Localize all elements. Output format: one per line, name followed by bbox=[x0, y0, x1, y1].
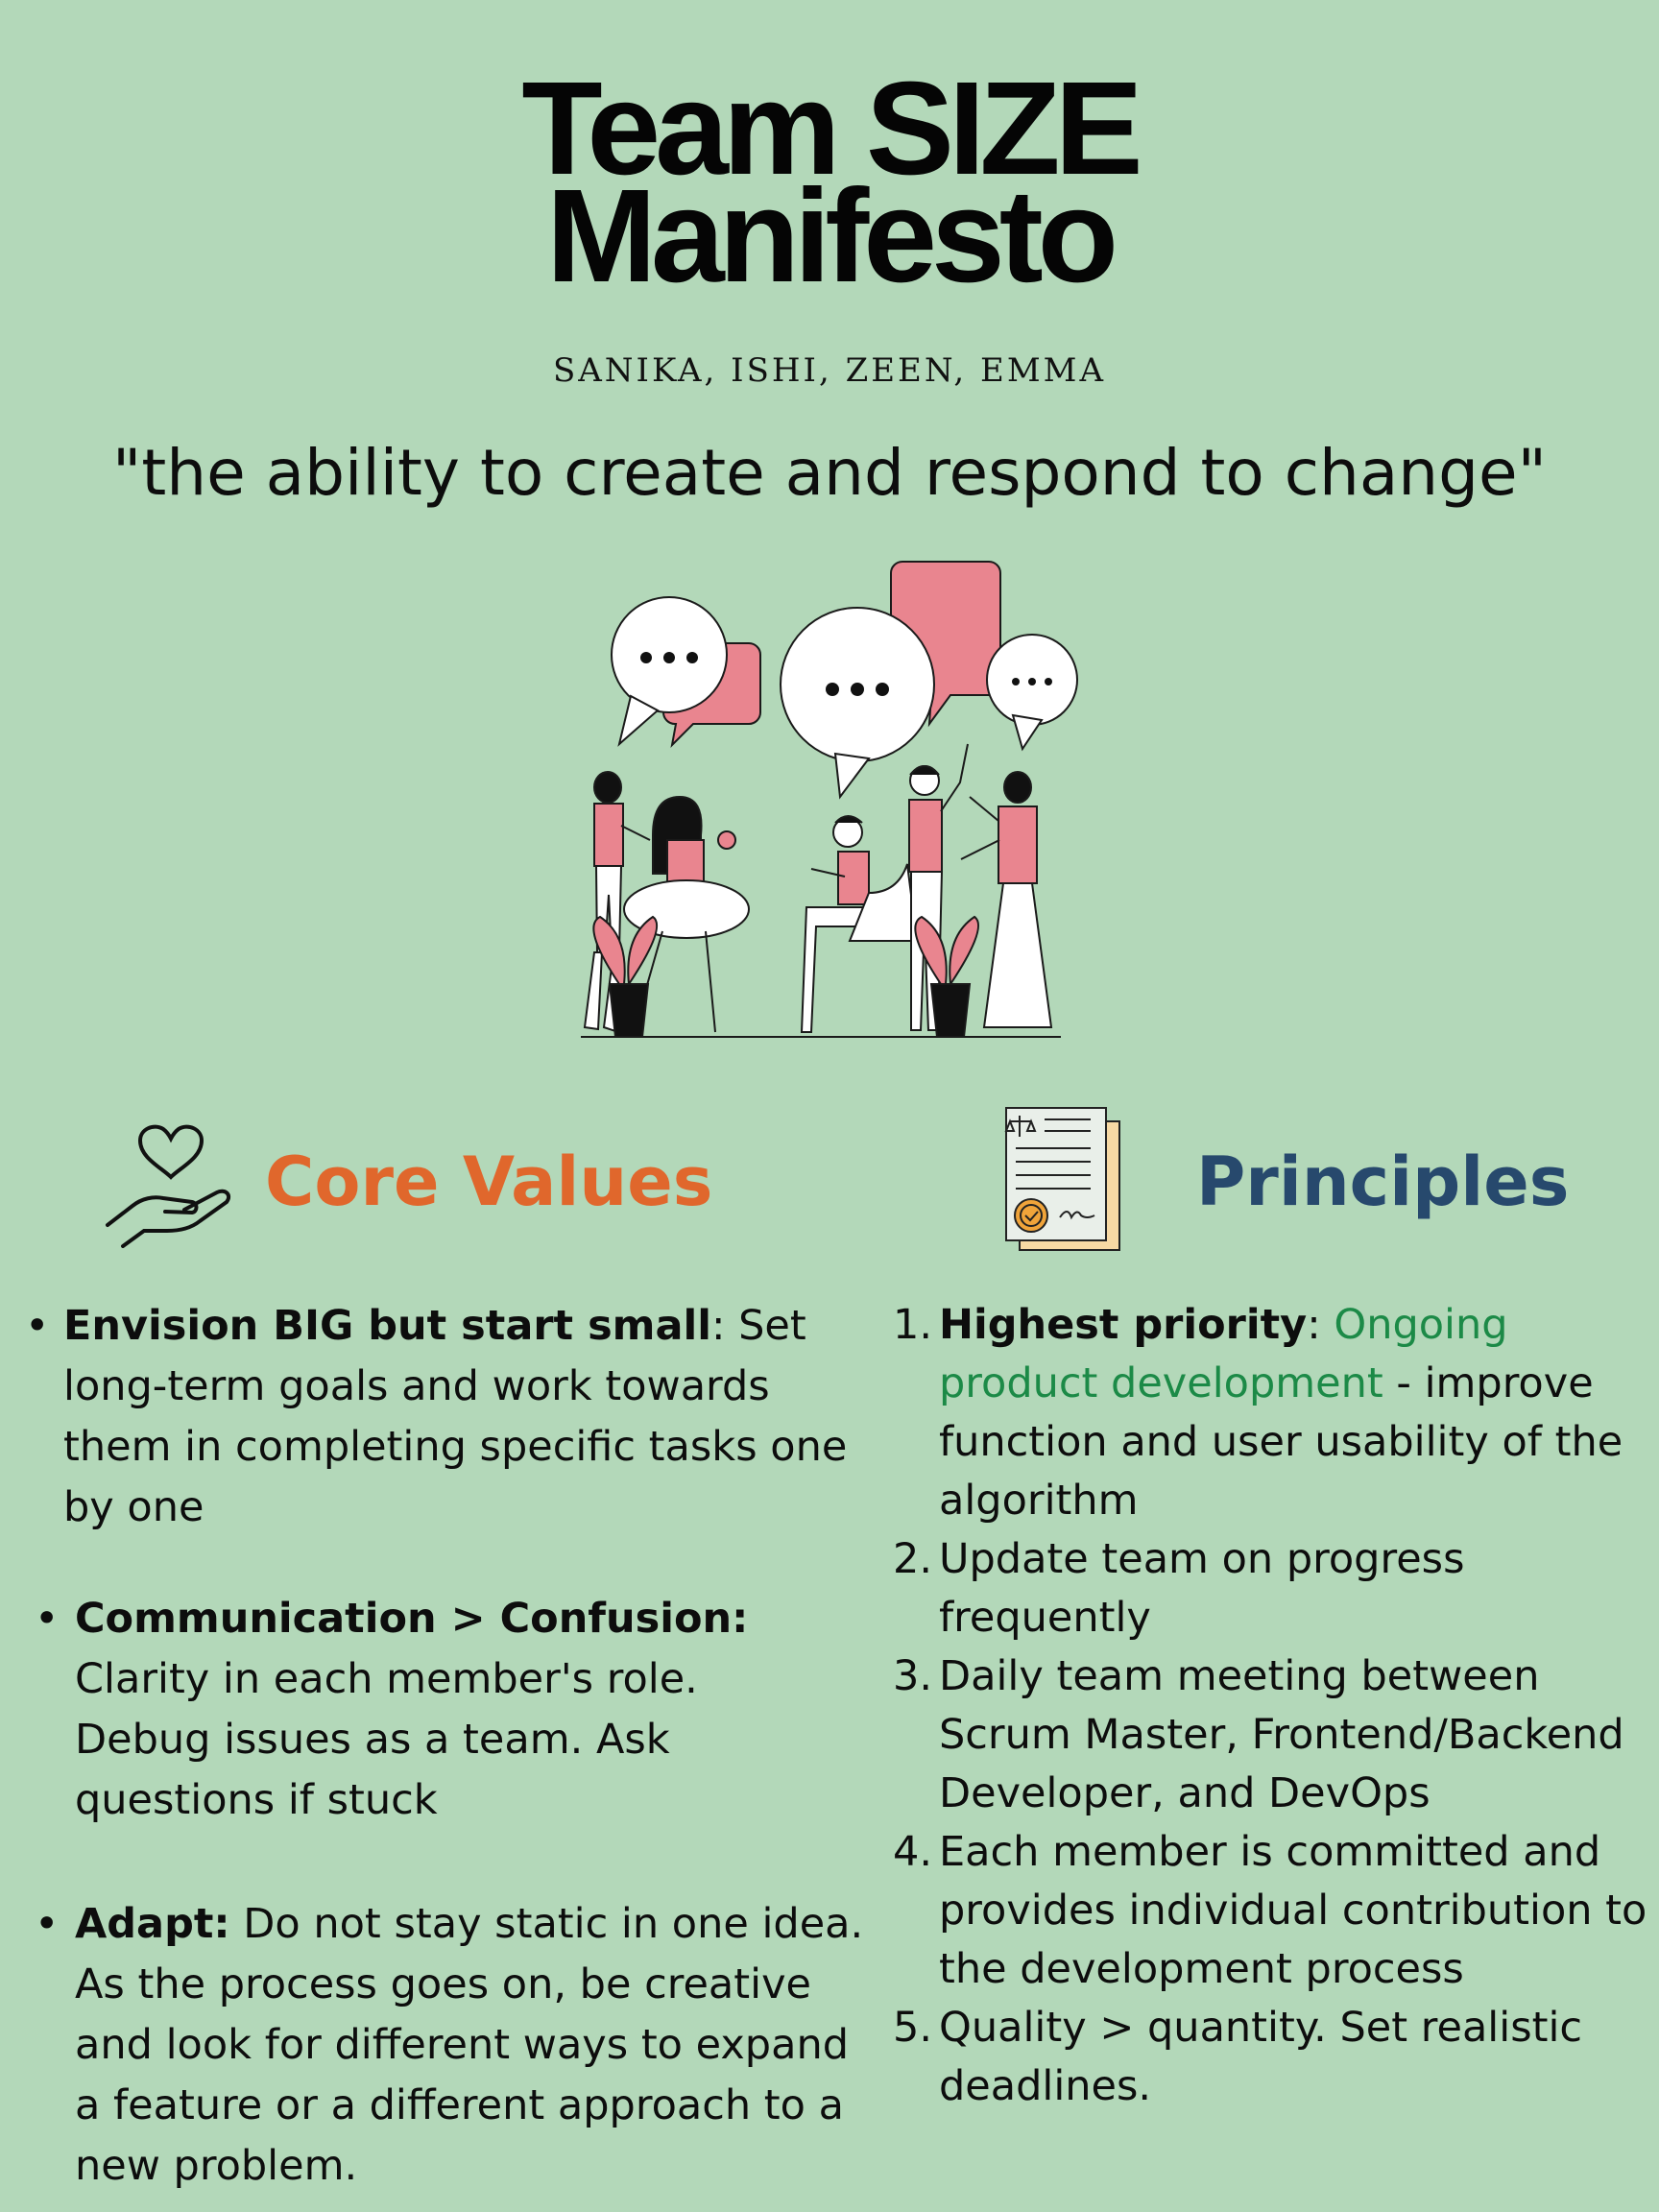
core-value-text: Do not stay static in one idea. As the p… bbox=[75, 1900, 864, 2190]
quote: "the ability to create and respond to ch… bbox=[112, 436, 1547, 510]
list-number: 4. bbox=[893, 1828, 933, 1876]
principle-item: 4. Each member is committed and provides… bbox=[893, 1823, 1651, 1999]
principle-text: Quality > quantity. Set realistic deadli… bbox=[939, 2004, 1583, 2110]
page-title: Team SIZE Manifesto bbox=[0, 55, 1659, 310]
core-value-text: Clarity in each member's role. Debug iss… bbox=[75, 1655, 698, 1824]
principle-title: Highest priority bbox=[939, 1301, 1308, 1349]
heart-in-hand-icon bbox=[106, 1124, 231, 1248]
core-value-title: Adapt: bbox=[75, 1900, 230, 1948]
principle-item: 2. Update team on progress frequently bbox=[893, 1530, 1651, 1647]
principle-item: 5. Quality > quantity. Set realistic dea… bbox=[893, 1999, 1651, 2116]
principles-heading: Principles bbox=[1196, 1142, 1570, 1221]
core-value-item: • Adapt: Do not stay static in one idea.… bbox=[19, 1894, 864, 2197]
principle-item: 1. Highest priority: Ongoing product dev… bbox=[893, 1296, 1651, 1530]
list-number: 2. bbox=[893, 1535, 933, 1583]
core-value-text: : Set long-term goals and work towards t… bbox=[63, 1302, 848, 1531]
core-value-title: Envision BIG but start small bbox=[63, 1302, 711, 1350]
core-value-title: Communication > Confusion: bbox=[75, 1595, 749, 1643]
bullet: • bbox=[25, 1302, 50, 1350]
principle-text: Update team on progress frequently bbox=[939, 1535, 1465, 1642]
team-conversation-illustration bbox=[581, 561, 1078, 1038]
principles-list: 1. Highest priority: Ongoing product dev… bbox=[893, 1296, 1651, 2116]
list-number: 1. bbox=[893, 1301, 933, 1349]
bullet: • bbox=[35, 1900, 60, 1948]
principle-text: Daily team meeting between Scrum Master,… bbox=[939, 1652, 1624, 1817]
title-line-2: Manifesto bbox=[545, 162, 1118, 310]
core-value-item: • Communication > Confusion: Clarity in … bbox=[19, 1589, 864, 1831]
principle-highlight: Ongoing product development bbox=[939, 1301, 1508, 1407]
principle-text: - improve function and user usability of… bbox=[939, 1359, 1623, 1525]
principle-item: 3. Daily team meeting between Scrum Mast… bbox=[893, 1647, 1651, 1823]
certificate-document-icon bbox=[1004, 1107, 1120, 1251]
title-line-1: Team SIZE bbox=[521, 55, 1142, 203]
core-value-item: • Envision BIG but start small: Set long… bbox=[19, 1296, 864, 1538]
list-number: 3. bbox=[893, 1652, 933, 1700]
core-values-list: • Envision BIG but start small: Set long… bbox=[19, 1296, 864, 2197]
separator: : bbox=[1307, 1301, 1334, 1349]
bullet: • bbox=[35, 1595, 60, 1643]
authors: SANIKA, ISHI, ZEEN, EMMA bbox=[552, 351, 1107, 390]
core-values-heading: Core Values bbox=[265, 1142, 713, 1221]
list-number: 5. bbox=[893, 2004, 933, 2052]
principle-text: Each member is committed and provides in… bbox=[939, 1828, 1647, 1993]
